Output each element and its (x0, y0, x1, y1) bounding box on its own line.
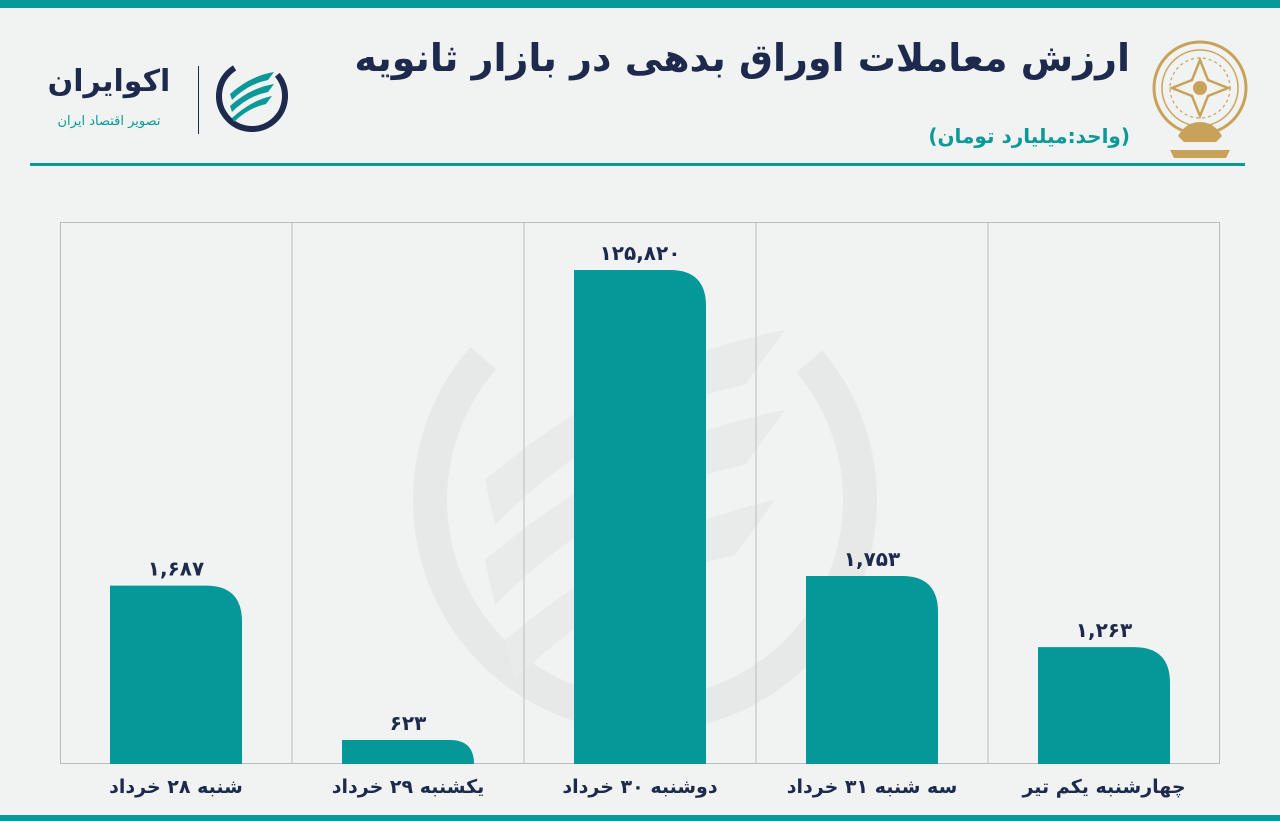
category-label: دوشنبه ۳۰ خرداد (562, 776, 718, 798)
bar (342, 740, 474, 764)
data-label: ۱,۷۵۳ (844, 547, 900, 571)
bottom-rule (0, 815, 1280, 821)
data-label: ۶۲۳ (390, 711, 427, 735)
data-label: ۱,۲۶۳ (1076, 618, 1132, 642)
data-label: ۱۲۵,۸۲۰ (600, 241, 681, 265)
brand-name: اکوایران (47, 64, 171, 99)
chart-title: ارزش معاملات اوراق بدهی در بازار ثانویه (354, 36, 1130, 80)
bar (574, 270, 706, 764)
ecoiran-logo-icon (216, 60, 288, 132)
bar (1038, 647, 1170, 764)
unit-label: (واحد:میلیارد تومان) (928, 124, 1130, 148)
header: ارزش معاملات اوراق بدهی در بازار ثانویه … (0, 8, 1280, 166)
category-label: یکشنبه ۲۹ خرداد (332, 776, 485, 798)
top-rule (0, 0, 1280, 8)
bar (110, 585, 242, 764)
data-label: ۱,۶۸۷ (148, 557, 204, 581)
category-label: شنبه ۲۸ خرداد (109, 776, 243, 798)
category-label: چهارشنبه یکم تیر (1021, 776, 1185, 798)
exchange-emblem-icon (1152, 40, 1248, 158)
brand-separator (198, 66, 199, 134)
brand-tagline: تصویر اقتصاد ایران (57, 114, 161, 129)
category-label: سه شنبه ۳۱ خرداد (787, 776, 958, 798)
brand: اکوایران تصویر اقتصاد ایران (28, 50, 288, 140)
header-divider (30, 163, 1245, 166)
watermark-logo-icon (413, 268, 877, 732)
bar (806, 576, 938, 764)
